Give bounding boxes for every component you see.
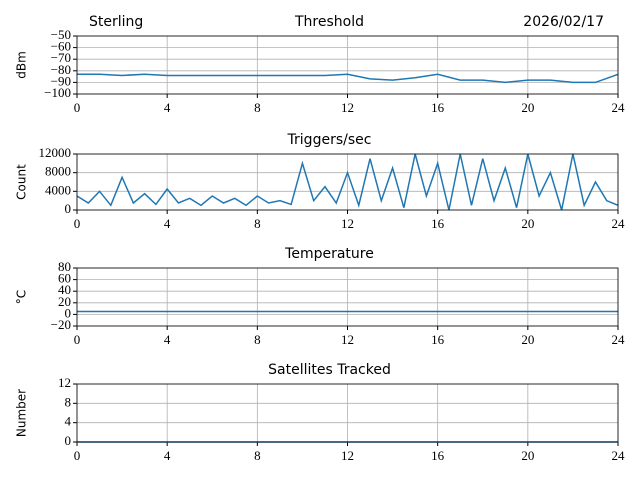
x-tick-label: 24 bbox=[612, 448, 626, 463]
x-tick-label: 12 bbox=[341, 100, 354, 115]
chart-title: Satellites Tracked bbox=[268, 362, 391, 378]
axes-frame bbox=[76, 383, 619, 443]
chart-title: Triggers/sec bbox=[287, 132, 372, 148]
x-tick-label: 20 bbox=[521, 216, 534, 231]
y-tick-label: 4 bbox=[65, 414, 72, 429]
x-tick-label: 0 bbox=[74, 448, 81, 463]
x-tick-label: 16 bbox=[431, 448, 445, 463]
x-tick-label: 4 bbox=[164, 216, 171, 231]
y-axis-label: dBm bbox=[15, 51, 29, 79]
x-tick-label: 12 bbox=[341, 448, 354, 463]
x-tick-label: 24 bbox=[612, 100, 626, 115]
axes-frame bbox=[76, 267, 619, 327]
y-tick-label: 0 bbox=[65, 305, 72, 320]
x-tick-label: 8 bbox=[254, 332, 261, 347]
y-tick-label: 8 bbox=[65, 394, 72, 409]
y-tick-label: −90 bbox=[51, 73, 71, 88]
axes-frame bbox=[76, 153, 619, 211]
panel: −100−90−80−70−60−50 0 4 8 12 16 20 24 Threshold S… bbox=[15, 14, 626, 115]
x-tick-label: 16 bbox=[431, 216, 445, 231]
y-tick-label: −100 bbox=[44, 85, 71, 100]
y-axis-label: °C bbox=[15, 290, 29, 304]
y-tick-label: 8000 bbox=[45, 164, 71, 179]
y-tick-label: −70 bbox=[51, 50, 71, 65]
x-tick-label: 0 bbox=[74, 216, 81, 231]
title-left: Sterling bbox=[89, 14, 143, 30]
y-tick-label: −80 bbox=[51, 62, 71, 77]
axes-frame bbox=[76, 35, 619, 95]
x-tick-label: 4 bbox=[164, 332, 171, 347]
x-tick-label: 4 bbox=[164, 100, 171, 115]
panel: 0 4000 8000 12000 0 4 8 12 16 20 24 Triggers/sec Cou… bbox=[15, 132, 626, 231]
title-right: 2026/02/17 bbox=[523, 14, 604, 30]
x-tick-label: 20 bbox=[521, 100, 534, 115]
y-tick-label: −20 bbox=[51, 317, 71, 332]
y-tick-label: 4000 bbox=[45, 182, 71, 197]
chart-title: Temperature bbox=[284, 246, 374, 262]
x-tick-label: 0 bbox=[74, 332, 81, 347]
y-tick-label: −60 bbox=[51, 39, 71, 54]
y-tick-label: 12000 bbox=[39, 145, 72, 160]
x-tick-label: 16 bbox=[431, 100, 445, 115]
x-tick-label: 8 bbox=[254, 216, 261, 231]
y-tick-label: 20 bbox=[58, 294, 71, 309]
x-tick-label: 20 bbox=[521, 448, 534, 463]
y-tick-label: 0 bbox=[65, 433, 72, 448]
y-tick-label: 80 bbox=[58, 259, 71, 274]
x-tick-label: 12 bbox=[341, 216, 354, 231]
y-axis-label: Number bbox=[15, 389, 29, 437]
x-tick-label: 24 bbox=[612, 332, 626, 347]
panel: 0 4 8 12 0 4 8 12 16 20 24 Satellites Tracked Number bbox=[15, 362, 626, 463]
x-tick-label: 8 bbox=[254, 100, 261, 115]
y-tick-label: 0 bbox=[65, 201, 72, 216]
data-line bbox=[77, 73, 618, 84]
x-tick-label: 16 bbox=[431, 332, 445, 347]
x-tick-label: 24 bbox=[612, 216, 626, 231]
y-axis-label: Count bbox=[15, 164, 29, 200]
y-tick-label: 60 bbox=[58, 271, 71, 286]
y-tick-label: 40 bbox=[58, 282, 71, 297]
y-tick-label: 12 bbox=[58, 375, 71, 390]
x-tick-label: 20 bbox=[521, 332, 534, 347]
y-tick-label: −50 bbox=[51, 27, 71, 42]
x-tick-label: 0 bbox=[74, 100, 81, 115]
x-tick-label: 12 bbox=[341, 332, 354, 347]
chart-title: Threshold bbox=[294, 14, 364, 30]
x-tick-label: 4 bbox=[164, 448, 171, 463]
x-tick-label: 8 bbox=[254, 448, 261, 463]
